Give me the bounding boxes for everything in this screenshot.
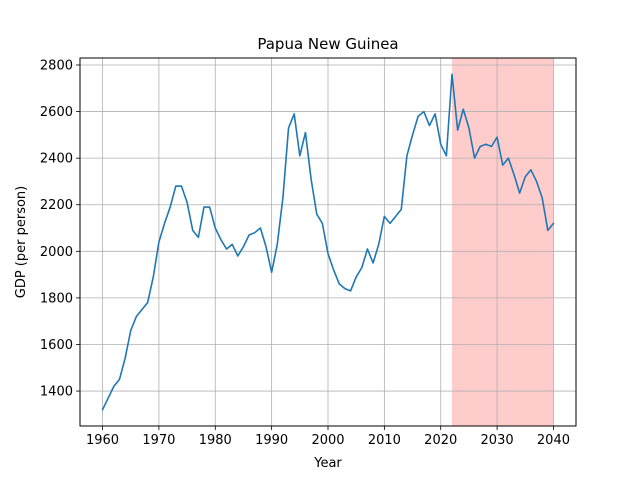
x-tick-label: 1980 <box>199 433 232 448</box>
x-tick-label: 2000 <box>311 433 344 448</box>
y-axis-title: GDP (per person) <box>14 186 29 299</box>
y-tick-label: 2400 <box>40 152 73 167</box>
x-tick-label: 1970 <box>142 433 175 448</box>
x-tick-label: 2010 <box>368 433 401 448</box>
gdp-series-line <box>101 73 555 411</box>
y-tick-label: 1600 <box>40 338 73 353</box>
y-tick-label: 2000 <box>40 245 73 260</box>
x-axis-title: Year <box>313 456 342 471</box>
y-tick-label: 2200 <box>40 198 73 213</box>
y-tick-label: 1800 <box>40 291 73 306</box>
forecast-highlight-band <box>452 58 554 426</box>
x-tick-label: 1990 <box>255 433 288 448</box>
x-tick-label: 2020 <box>424 433 457 448</box>
x-tick-label: 2040 <box>537 433 570 448</box>
chart-title: Papua New Guinea <box>257 35 398 53</box>
y-tick-label: 2600 <box>40 105 73 120</box>
y-tick-label: 2800 <box>40 58 73 73</box>
y-tick-label: 1400 <box>40 385 73 400</box>
x-tick-label: 1960 <box>86 433 119 448</box>
x-tick-label: 2030 <box>481 433 514 448</box>
